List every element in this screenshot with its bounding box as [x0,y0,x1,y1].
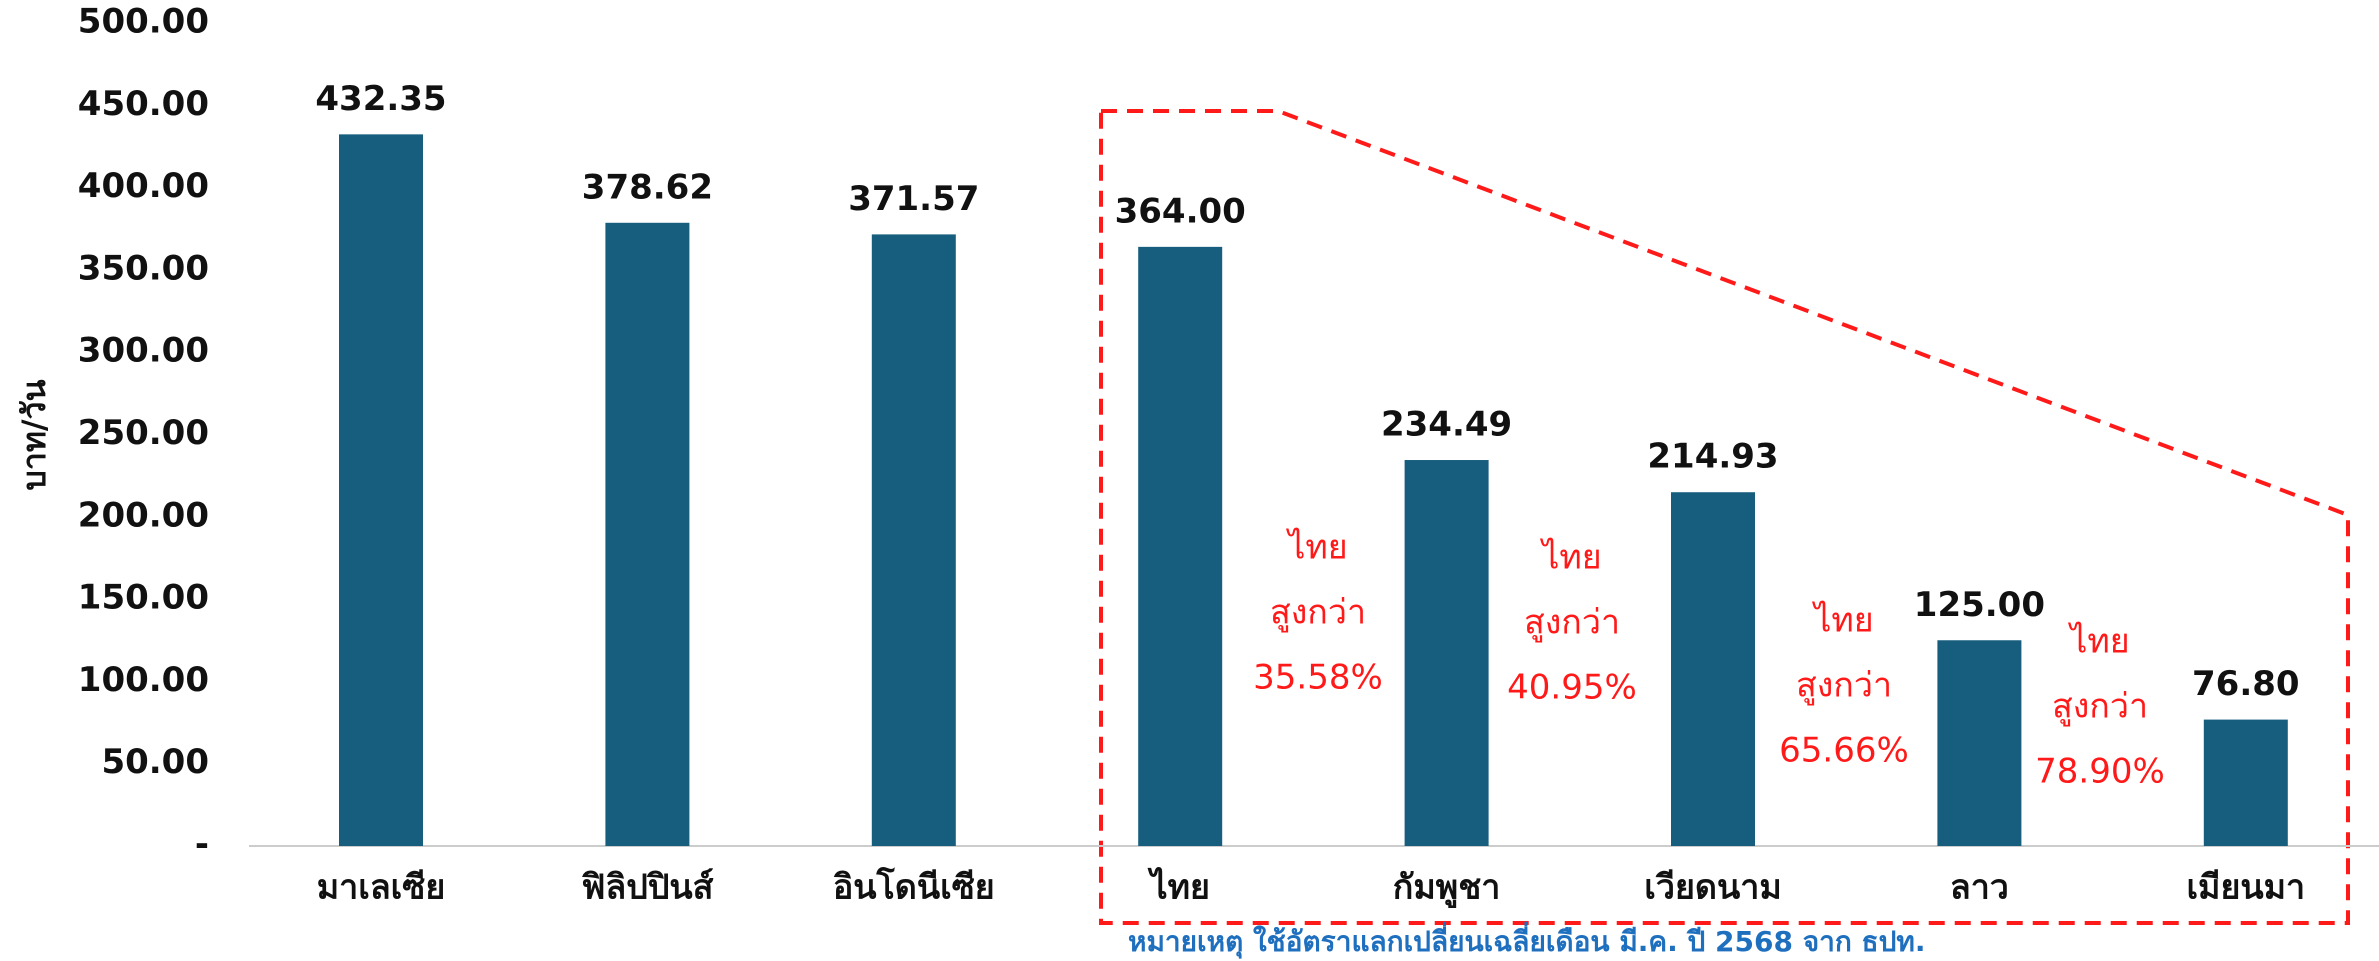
value-label: 234.49 [1381,405,1512,445]
y-tick-label: 150.00 [78,578,209,618]
bar [339,134,423,846]
annotation: สูงกว่า [1796,666,1892,706]
value-label: 214.93 [1647,437,1778,477]
y-tick-label: 350.00 [78,248,209,288]
x-tick-label: ไทย [1147,867,1209,908]
x-tick-label: มาเลเซีย [317,868,446,908]
value-label: 432.35 [315,79,446,119]
annotation: ไทย [1539,538,1601,578]
x-tick-label: เมียนมา [2186,868,2305,908]
x-tick-label: อินโดนีเซีย [833,867,995,908]
y-tick-label: 50.00 [101,742,209,782]
x-tick-label: ลาว [1950,868,2009,908]
annotation: 65.66% [1779,731,1909,771]
value-label: 125.00 [1914,585,2045,625]
y-tick-label: - [195,825,209,865]
y-tick-label: 250.00 [78,413,209,453]
y-tick-label: 500.00 [78,2,209,42]
bar [871,234,956,847]
x-tick-label: ฟิลิปปินส์ [581,868,713,908]
value-label: 378.62 [582,167,713,207]
y-tick-label: 450.00 [78,84,209,124]
annotation: ไทย [2067,622,2129,662]
annotation: สูงกว่า [2052,687,2148,727]
y-tick-label: 200.00 [78,495,209,535]
y-tick-label: 100.00 [78,660,209,700]
annotation: 78.90% [2035,752,2165,792]
annotation: ไทย [1811,601,1873,641]
annotation: 35.58% [1253,658,1383,698]
footnote: หมายเหตุ ใช้อัตราแลกเปลี่ยนเฉลี่ยเดือน ม… [1128,921,1926,959]
bar [1937,640,2022,846]
bar [605,222,690,846]
annotation: สูงกว่า [1524,603,1620,643]
bar [2203,719,2288,846]
y-tick-label: 300.00 [78,331,209,371]
y-tick-label: 400.00 [78,166,209,206]
x-tick-label: เวียดนาม [1644,868,1781,908]
value-label: 371.57 [848,179,979,219]
annotation: สูงกว่า [1270,593,1366,633]
annotation: ไทย [1285,528,1347,568]
annotation: 40.95% [1507,668,1637,708]
bar [1671,492,1755,846]
bar [1404,460,1489,846]
y-axis-label: บาท/วัน [15,379,53,490]
bar [1138,246,1223,846]
value-label: 364.00 [1115,191,1246,231]
x-tick-label: กัมพูชา [1393,868,1501,909]
value-label: 76.80 [2192,664,2300,704]
